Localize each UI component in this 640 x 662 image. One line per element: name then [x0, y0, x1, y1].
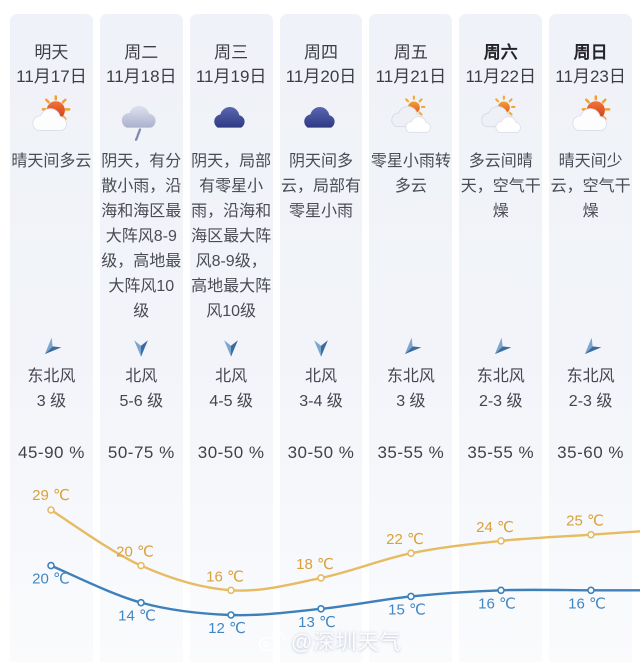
wind-level: 4-5 级: [209, 393, 253, 410]
wind-level: 5-6 级: [119, 393, 164, 410]
weather-description: 阴天间多云，局部有零星小雨: [281, 153, 362, 220]
forecast-column-5: 周五 11月21日 零星小雨转多云 东北风 3 级 35-55 %: [369, 14, 453, 662]
forecast-column-2: 周二 11月18日 阴天，有分散小雨，沿海和海区最大阵风8-9级，高地最大阵风1…: [99, 14, 183, 662]
wind-direction: 北风: [215, 368, 248, 385]
wind-arrow-icon: [280, 331, 363, 365]
humidity-range: 30-50 %: [287, 443, 355, 462]
humidity-range: 35-60 %: [557, 443, 624, 462]
weibo-logo-icon: [258, 631, 285, 652]
forecast-column-6: 周六 11月22日 多云间晴天，空气干燥 东北风 2-3 级 35-55 %: [459, 14, 543, 662]
weather-description: 晴天间多云: [11, 153, 92, 170]
humidity-range: 35-55 %: [377, 443, 445, 462]
wind-direction: 东北风: [476, 368, 525, 385]
forecast-column-7: 周日 11月23日 晴天间少云，空气干燥 东北风 2-3 级 35-60 %: [549, 14, 633, 662]
wind-arrow-icon: [549, 331, 632, 365]
humidity-range: 30-50 %: [197, 443, 265, 462]
humidity-range: 35-55 %: [467, 443, 535, 462]
day-label: 周日: [573, 43, 608, 62]
weather-icon: [369, 89, 452, 147]
weather-description: 阴天，有分散小雨，沿海和海区最大阵风8-9级，高地最大阵风10级: [101, 153, 182, 320]
humidity-range: 50-75 %: [107, 443, 175, 462]
wind-arrow-icon: [459, 331, 542, 365]
weather-icon: [100, 89, 183, 147]
wind-direction: 东北风: [386, 368, 435, 385]
day-label: 周三: [214, 43, 249, 62]
forecast-columns: 明天 11月17日 晴天间多云 东北风 3 级 45-90 % 周二 11月18…: [0, 14, 640, 662]
date-label: 11月18日: [106, 67, 177, 86]
weather-description: 阴天，局部有零星小雨，沿海和海区最大阵风8-9级，高地最大阵风10级: [191, 153, 272, 320]
date-label: 11月23日: [555, 67, 626, 86]
date-label: 11月19日: [195, 67, 267, 86]
weather-icon: [549, 89, 632, 147]
wind-direction: 北风: [125, 368, 158, 385]
date-label: 11月21日: [375, 67, 447, 86]
wind-level: 3-4 级: [299, 393, 343, 410]
wind-level: 3 级: [36, 393, 67, 410]
weather-icon: [280, 89, 363, 147]
wind-level: 2-3 级: [568, 393, 613, 410]
watermark-handle: @深圳天气: [291, 631, 402, 654]
day-label: 周四: [304, 43, 338, 62]
forecast-column-4: 周四 11月20日 阴天间多云，局部有零星小雨 北风 3-4 级 30-50 %: [279, 14, 363, 662]
watermark: @深圳天气: [258, 626, 401, 656]
wind-arrow-icon: [10, 331, 93, 365]
date-label: 11月17日: [16, 67, 87, 86]
wind-level: 2-3 级: [478, 393, 523, 410]
date-label: 11月20日: [285, 67, 357, 86]
wind-arrow-icon: [190, 331, 273, 365]
wind-direction: 北风: [305, 368, 338, 385]
weather-description: 多云间晴天，空气干燥: [460, 153, 541, 220]
weather-icon: [10, 89, 93, 147]
wind-level: 3 级: [396, 393, 426, 410]
day-label: 明天: [34, 43, 69, 62]
weather-icon: [190, 89, 273, 147]
humidity-range: 45-90 %: [18, 443, 85, 462]
weather-description: 晴天间少云，空气干燥: [550, 153, 631, 220]
date-label: 11月22日: [465, 67, 536, 86]
day-label: 周二: [124, 43, 159, 62]
wind-arrow-icon: [369, 331, 452, 365]
forecast-column-3: 周三 11月19日 阴天，局部有零星小雨，沿海和海区最大阵风8-9级，高地最大阵…: [189, 14, 273, 662]
wind-direction: 东北风: [27, 368, 76, 385]
wind-direction: 东北风: [566, 368, 615, 385]
forecast-column-1: 明天 11月17日 晴天间多云 东北风 3 级 45-90 %: [10, 14, 93, 662]
day-label: 周六: [483, 43, 518, 62]
weather-icon: [459, 89, 542, 147]
day-label: 周五: [393, 43, 428, 62]
weather-description: 零星小雨转多云: [370, 153, 451, 195]
wind-arrow-icon: [100, 331, 183, 365]
